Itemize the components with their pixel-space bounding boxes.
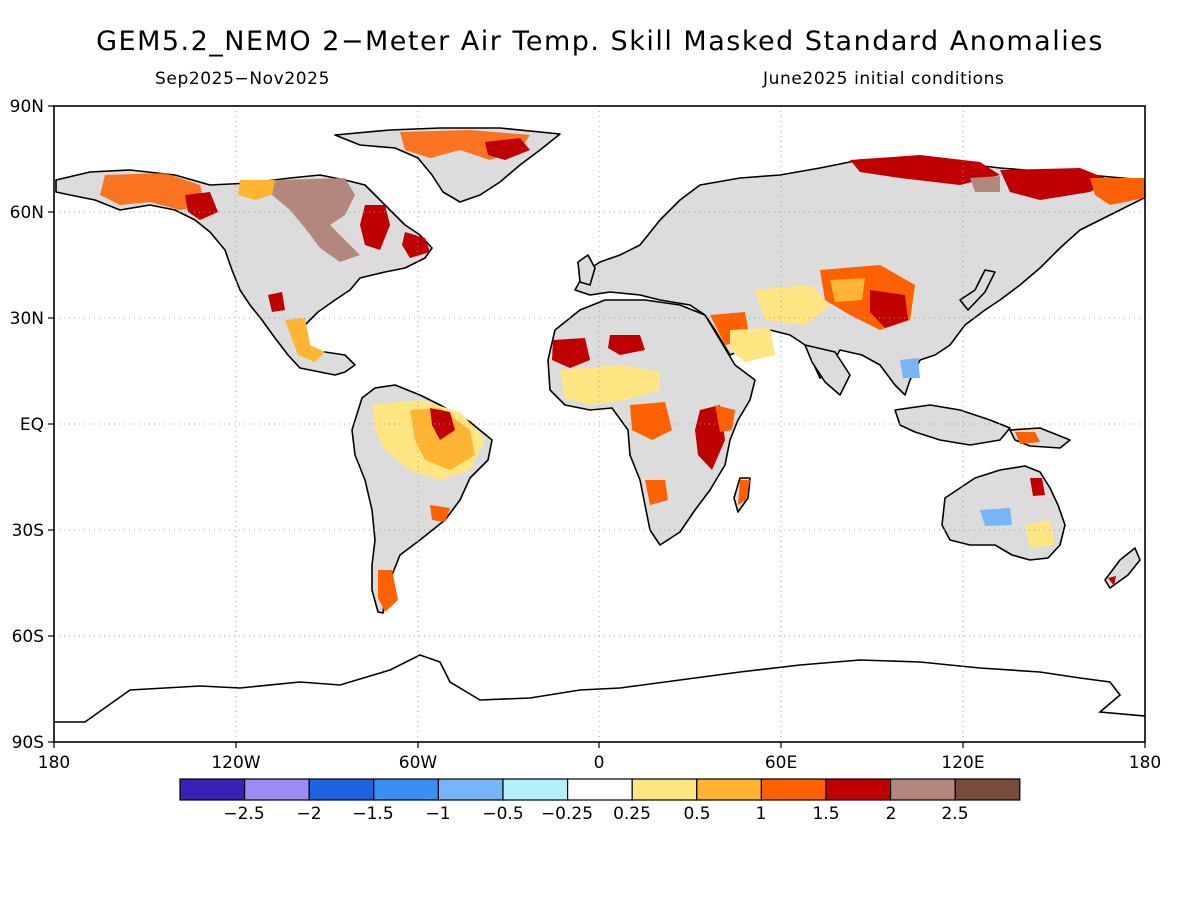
map-title: GEM5.2_NEMO 2−Meter Air Temp. Skill Mask… [96, 26, 1104, 57]
season-subtitle: Sep2025−Nov2025 [155, 69, 330, 89]
se-asia-blue [900, 358, 920, 378]
lat-label: 30N [10, 309, 44, 329]
colorbar-label: 0.25 [613, 804, 651, 824]
colorbar-swatch [244, 778, 310, 801]
lat-labels: 90N 60N 30N EQ 30S 60S 90S [10, 97, 44, 753]
east-africa-orange [715, 405, 735, 432]
lon-labels: 180 120W 60W 0 60E 120E 180 [38, 753, 1161, 773]
colorbar-label: 0.5 [683, 804, 710, 824]
axis-ticks [48, 105, 1146, 748]
lon-label: 0 [594, 753, 605, 773]
colorbar-label: 1.5 [812, 804, 839, 824]
labrador [402, 232, 430, 258]
colorbar-label: 2.5 [941, 804, 968, 824]
lat-label: 60S [12, 627, 44, 647]
antarctica-coast [54, 654, 1145, 723]
colorbar-swatch [308, 778, 375, 801]
siberia-red [850, 155, 1000, 185]
eastern-canada [360, 205, 390, 250]
patagonia [378, 570, 398, 612]
colorbar-label: −1.5 [352, 804, 393, 824]
southeast-asia-islands [894, 404, 1011, 446]
mexico-warm [285, 318, 325, 362]
lon-label: 60E [765, 753, 797, 773]
southern-brazil [430, 505, 450, 522]
lon-label: 120W [211, 753, 260, 773]
lat-label: 60N [10, 203, 44, 223]
sahel-red [552, 338, 590, 368]
colorbar-swatch [437, 778, 504, 801]
new-guinea-red [1015, 432, 1040, 444]
colorbar-label: −2 [296, 804, 321, 824]
arabia-yellow [730, 328, 775, 362]
mexico-red [268, 292, 285, 312]
east-siberia-orange [1090, 178, 1144, 205]
canada-brown [272, 178, 360, 262]
greenland-red [485, 138, 530, 160]
colorbar-swatch [696, 778, 762, 801]
madagascar-warm [738, 480, 750, 505]
colorbar-swatch [825, 778, 892, 801]
colorbar-label: −0.5 [482, 804, 523, 824]
central-africa [630, 402, 672, 440]
colorbar-swatch [889, 778, 956, 801]
canada-warm [238, 180, 275, 200]
lat-label: 90N [10, 97, 44, 117]
colorbar-labels: −2.5 −2 −1.5 −1 −0.5 −0.25 0.25 0.5 1 1.… [223, 804, 968, 824]
colorbar-swatch [631, 778, 698, 801]
colorbar-label: 1 [756, 804, 767, 824]
alaska-strong [185, 192, 218, 220]
lat-label: EQ [20, 415, 44, 435]
lon-label: 60W [399, 753, 438, 773]
colorbar-label: −2.5 [223, 804, 264, 824]
amazon-orange [410, 408, 475, 470]
lon-label: 180 [1129, 753, 1161, 773]
init-subtitle: June2025 initial conditions [763, 69, 1005, 89]
siberia-brown [970, 176, 1000, 192]
east-africa [695, 405, 725, 470]
amazon-red [430, 408, 455, 440]
anomaly-patches [100, 130, 1144, 612]
colorbar-label: −0.25 [541, 804, 593, 824]
libya-red [608, 335, 645, 355]
nz-red [1108, 576, 1116, 586]
colorbar-swatch [179, 778, 246, 801]
lat-label: 90S [12, 733, 44, 753]
colorbar-label: −1 [425, 804, 450, 824]
gridlines [54, 106, 1145, 742]
lon-label: 180 [38, 753, 70, 773]
india [804, 344, 851, 396]
australia-blue [980, 508, 1012, 526]
colorbar: −2.5 −2 −1.5 −1 −0.5 −0.25 0.25 0.5 1 1.… [179, 778, 1021, 824]
colorbar-swatch [373, 778, 439, 801]
lat-label: 30S [12, 521, 44, 541]
map-area [54, 106, 1145, 742]
uk [577, 254, 596, 286]
southern-africa [645, 480, 668, 505]
lon-label: 120E [941, 753, 984, 773]
japan [959, 269, 996, 311]
east-siberia-red [1000, 168, 1110, 200]
colorbar-swatches [179, 778, 1021, 801]
colorbar-swatch [502, 778, 569, 801]
australia-yellow [1025, 520, 1055, 548]
iran-yellow [755, 285, 830, 325]
alaska-warm [100, 173, 205, 210]
colorbar-swatch [566, 778, 633, 801]
colorbar-swatch [954, 778, 1021, 801]
sahel-yellow [560, 365, 660, 405]
colorbar-swatch [760, 778, 827, 801]
australia-red [1030, 478, 1045, 496]
colorbar-label: 2 [886, 804, 897, 824]
central-asia-yellow [830, 278, 865, 302]
